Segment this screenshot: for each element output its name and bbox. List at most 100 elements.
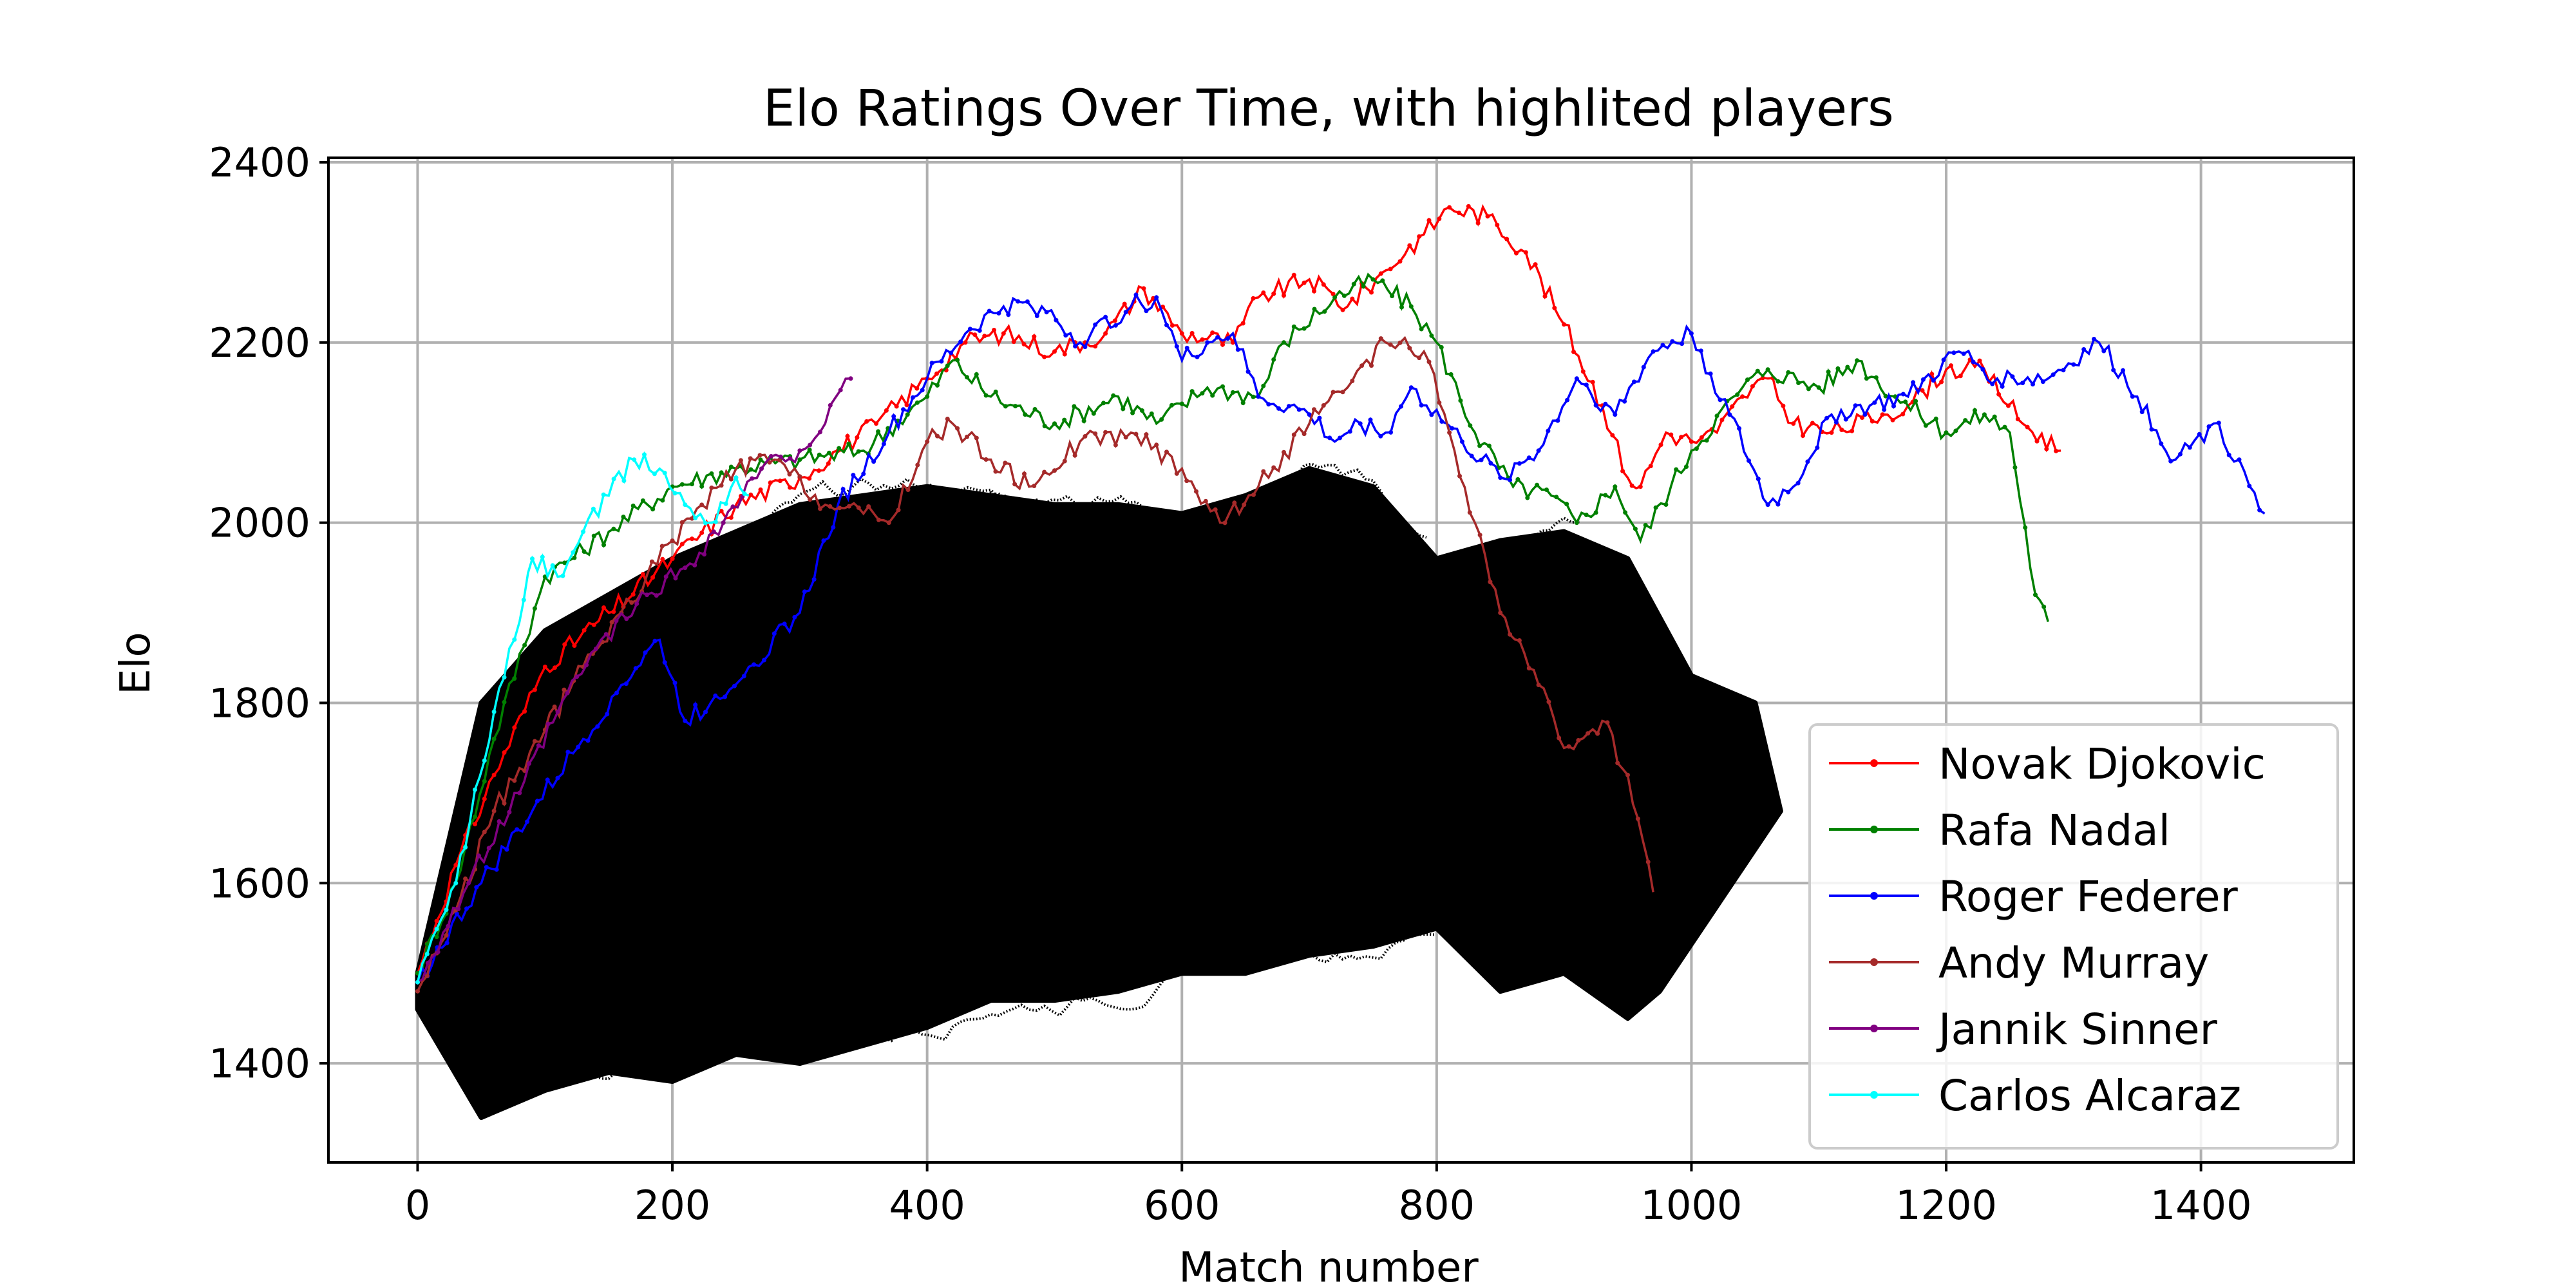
series-marker [1590,379,1595,384]
series-marker [1291,272,1296,278]
series-marker [672,680,677,685]
series-marker [1407,346,1412,351]
series-marker [502,750,507,755]
series-marker [1282,450,1286,455]
series-marker [662,470,667,475]
series-marker [1370,277,1376,282]
series-marker [1215,335,1220,340]
series-marker [515,827,520,832]
series-marker [1920,377,1926,382]
series-marker [1719,417,1725,422]
series-marker [670,538,675,544]
background-player-line [416,830,847,996]
series-marker [1862,412,1868,417]
series-marker [884,408,889,413]
series-marker [788,485,793,490]
series-marker [1350,379,1355,383]
series-marker [1699,435,1704,440]
series-marker [1133,431,1139,437]
series-marker [522,643,527,648]
x-tick-label: 200 [634,1182,710,1229]
background-player-line [417,768,1321,998]
series-marker [425,961,430,965]
series-marker [552,705,557,709]
series-marker [759,466,764,471]
series-marker [1855,358,1860,363]
series-marker [1378,271,1383,276]
series-marker [1990,381,1995,386]
series-marker [630,503,636,508]
series-marker [904,402,909,408]
series-marker [1032,407,1037,412]
series-marker [965,434,969,439]
series-marker [1103,314,1108,319]
series-marker [846,441,851,446]
series-marker [491,736,497,741]
series-marker [856,505,861,510]
series-marker [1488,580,1493,585]
series-marker [2025,424,2030,430]
series-marker [1633,526,1638,531]
series-marker [444,907,449,913]
series-marker [1580,369,1586,374]
series-marker [1032,484,1037,488]
series-marker [1873,375,1879,380]
series-marker [851,473,856,478]
series-marker [1961,351,1966,356]
series-marker [624,616,629,621]
series-marker [2139,410,2145,415]
series-marker [1397,340,1403,345]
series-marker [1479,457,1484,462]
background-player-line [417,861,1412,1059]
series-marker [652,471,657,477]
series-marker [1022,471,1027,477]
series-marker [540,554,545,560]
series-marker [565,690,570,696]
series-marker [1338,435,1342,440]
series-marker [690,482,694,487]
series-markers [415,452,747,985]
series-marker [1399,305,1404,310]
series-marker [1174,471,1179,476]
series-marker [614,690,619,696]
series-marker [1992,414,1997,419]
series-marker [1408,304,1414,309]
background-player-line [416,486,1274,978]
series-marker [491,772,497,777]
plot-frame [327,156,2355,1164]
series-marker [614,618,619,623]
series-marker [837,506,842,511]
series-marker [660,498,665,503]
series-marker [920,388,925,393]
series-marker [1322,309,1327,314]
series-markers [415,204,2059,976]
series-marker [1341,293,1347,298]
series-marker [1651,349,1656,354]
series-marker [1226,336,1230,341]
series-marker [1113,442,1118,448]
series-marker [1941,357,1946,363]
series-marker [1093,431,1098,436]
series-marker [905,488,911,492]
series-marker [847,504,851,509]
series-marker [772,631,777,636]
background-player-line [416,611,862,976]
series-marker [1426,218,1432,223]
series-marker [502,800,507,806]
legend-entry: Rafa Nadal [1829,806,2170,855]
legend-entry: Novak Djokovic [1829,739,2266,789]
series-marker [1122,301,1127,307]
series-marker [690,536,694,542]
series-marker [1439,419,1444,424]
series-marker [1735,392,1740,397]
series-marker [1845,365,1850,370]
series-marker [1622,399,1627,404]
series-marker [415,980,420,985]
series-marker [1189,389,1195,394]
series-marker [1829,430,1834,435]
series-marker [1839,428,1844,432]
series-marker [444,933,449,938]
series-marker [621,478,627,483]
series-marker [732,683,737,688]
series-marker [915,462,920,468]
